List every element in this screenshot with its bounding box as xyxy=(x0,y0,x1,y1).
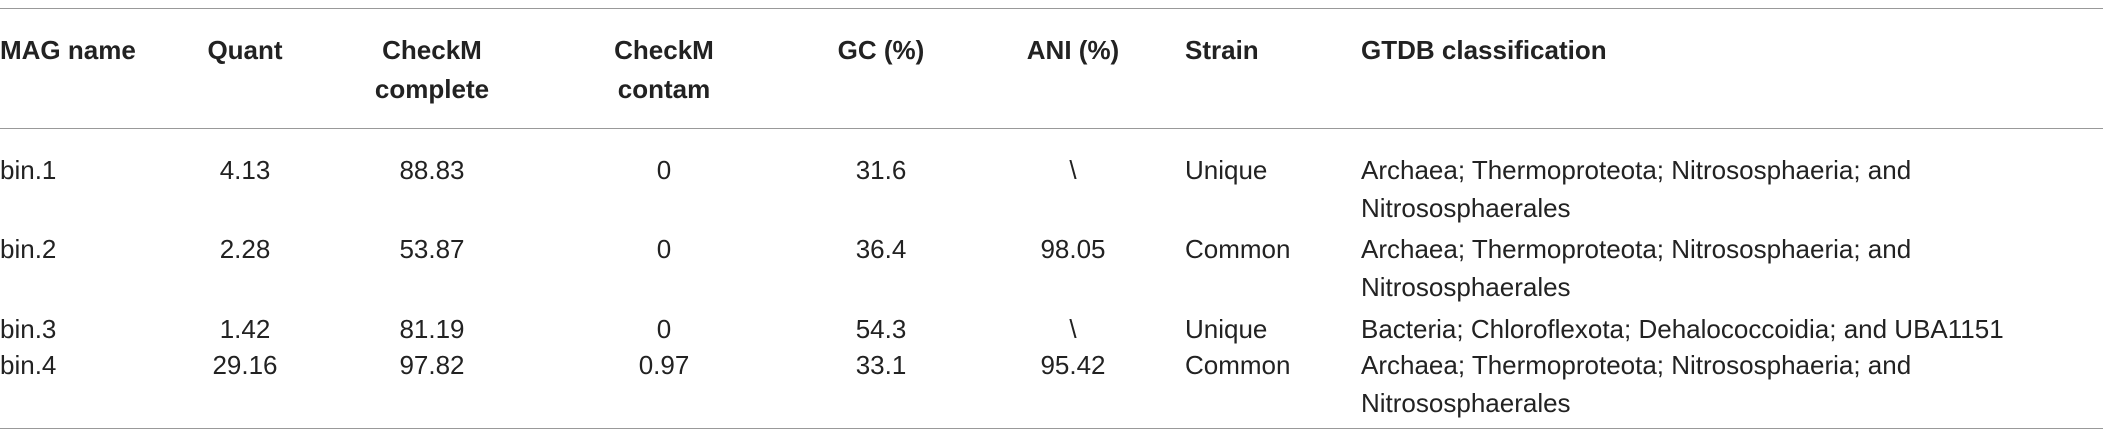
header-cell: Quant xyxy=(207,35,283,65)
table-cell: 0 xyxy=(656,155,672,185)
table-cell: \ xyxy=(1069,155,1077,185)
header-cell: GTDB classification xyxy=(1361,35,1607,65)
table-cell: Archaea; Thermoproteota; Nitrososphaeria… xyxy=(1361,350,1912,418)
table-cell: 31.6 xyxy=(855,155,907,185)
table-cell: 1.42 xyxy=(219,314,271,344)
table-cell: 53.87 xyxy=(399,234,465,264)
table-cell: 0 xyxy=(656,314,672,344)
table-cell: bin.4 xyxy=(0,350,57,380)
table-cell: Bacteria; Chloroflexota; Dehalococcoidia… xyxy=(1361,314,2004,344)
header-rule xyxy=(0,128,2103,129)
table-cell: 36.4 xyxy=(855,234,907,264)
header-cell: CheckM contam xyxy=(614,35,714,104)
header-cell: GC (%) xyxy=(837,35,925,65)
table-cell: 98.05 xyxy=(1040,234,1106,264)
table-cell: \ xyxy=(1069,314,1077,344)
table-cell: bin.2 xyxy=(0,234,57,264)
bottom-rule xyxy=(0,428,2103,429)
table-cell: Common xyxy=(1185,234,1291,264)
table-cell: 88.83 xyxy=(399,155,465,185)
table-cell: bin.1 xyxy=(0,155,57,185)
table-cell: 0 xyxy=(656,234,672,264)
table-cell: 97.82 xyxy=(399,350,465,380)
table-cell: 0.97 xyxy=(638,350,690,380)
header-cell: CheckM complete xyxy=(374,35,490,104)
table-cell: Common xyxy=(1185,350,1291,380)
table-cell: 2.28 xyxy=(219,234,271,264)
table-cell: bin.3 xyxy=(0,314,57,344)
header-cell: Strain xyxy=(1185,35,1259,65)
table-cell: Archaea; Thermoproteota; Nitrososphaeria… xyxy=(1361,234,1912,302)
header-cell: MAG name xyxy=(0,35,136,65)
top-rule xyxy=(0,8,2103,9)
table-cell: 33.1 xyxy=(855,350,907,380)
table-cell: Unique xyxy=(1185,314,1268,344)
table-cell: 54.3 xyxy=(855,314,907,344)
table-cell: 95.42 xyxy=(1040,350,1106,380)
header-cell: ANI (%) xyxy=(1026,35,1120,65)
table-cell: 29.16 xyxy=(212,350,278,380)
table-cell: 4.13 xyxy=(219,155,271,185)
table-cell: 81.19 xyxy=(399,314,465,344)
table-cell: Archaea; Thermoproteota; Nitrososphaeria… xyxy=(1361,155,1912,223)
table-cell: Unique xyxy=(1185,155,1268,185)
